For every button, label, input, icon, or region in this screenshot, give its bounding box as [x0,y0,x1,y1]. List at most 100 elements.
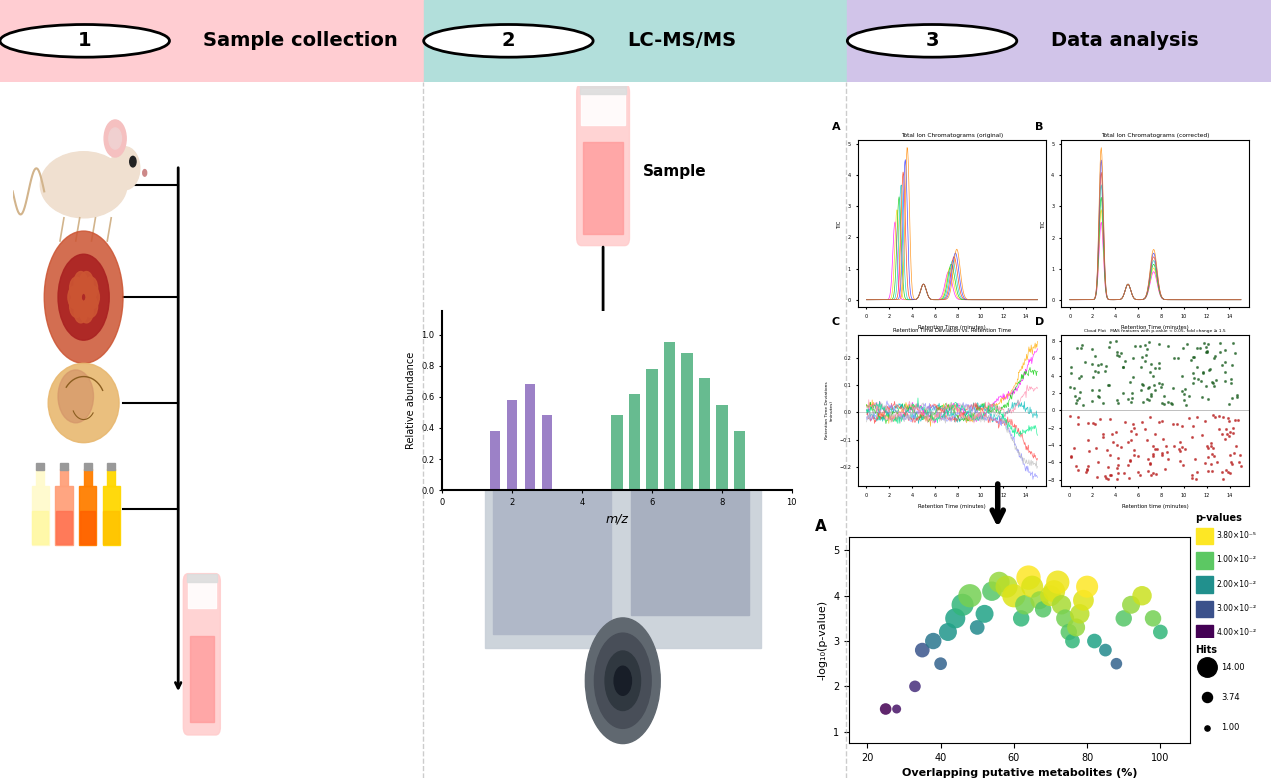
Point [1196,342,1216,354]
Point [1205,352,1225,365]
Point [1138,465,1158,478]
Point [1148,443,1168,455]
Point [1215,356,1235,369]
Text: D: D [1035,317,1045,328]
Point [1065,396,1085,408]
Point [1103,436,1124,448]
Bar [611,415,623,490]
Point [1197,440,1218,453]
Point [1115,416,1135,429]
Point [1121,425,1141,437]
Point [1113,612,1134,625]
Point [1204,380,1224,392]
Point [1183,372,1204,384]
Point [1075,356,1096,369]
Point [1138,382,1158,394]
Point [1204,409,1224,422]
Text: 3.74: 3.74 [1221,693,1239,702]
Point [1145,362,1166,374]
Bar [629,394,641,490]
Point [1190,342,1210,354]
Point [1082,395,1102,408]
Point [1140,457,1160,470]
Circle shape [0,25,169,58]
Bar [647,369,657,490]
Point [1068,418,1088,430]
FancyBboxPatch shape [577,84,629,246]
Point [1182,431,1202,443]
Point [1186,453,1206,465]
Bar [80,511,95,544]
Circle shape [70,277,83,300]
Point [1130,469,1150,482]
Y-axis label: Relative abundance: Relative abundance [405,352,416,450]
Point [1122,387,1143,400]
Point [1078,460,1098,472]
Point [1202,465,1223,478]
Bar [37,469,44,485]
Point [1178,391,1199,403]
Point [1140,387,1160,400]
Point [1227,389,1247,401]
Point [1225,414,1246,426]
Point [1070,386,1091,398]
Point [1186,361,1206,373]
Point [1118,393,1139,405]
Point [1221,455,1242,468]
Point [1160,398,1181,410]
Point [1171,445,1191,457]
Bar [733,431,745,490]
Point [1124,444,1144,457]
Point [1113,387,1134,399]
Point [1220,468,1240,480]
Y-axis label: -log₁₀(p-value): -log₁₀(p-value) [817,600,827,680]
Point [1136,349,1157,361]
Point [1136,433,1157,446]
Point [1223,457,1243,470]
Point [1163,382,1183,394]
Point [1191,375,1211,387]
Point [1223,392,1243,405]
Circle shape [848,25,1017,58]
Bar [581,84,625,93]
Point [1229,455,1249,468]
Point [1066,461,1087,473]
Point [1111,347,1131,359]
Point [1197,464,1218,477]
Bar [188,575,216,608]
Point [1138,393,1158,405]
Point [1079,445,1099,457]
Point [1157,446,1177,458]
Point [952,598,972,611]
Point [1176,383,1196,395]
Point [1187,342,1207,354]
Point [1082,343,1102,356]
Point [1172,384,1192,397]
Point [1132,415,1153,428]
Point [1197,393,1218,405]
Text: C: C [831,317,840,328]
Point [1181,353,1201,366]
Point [1091,358,1111,370]
Point [1171,454,1191,467]
Point [1088,456,1108,468]
Point [1077,465,1097,478]
Point [1215,375,1235,387]
Bar [699,378,710,490]
Point [1043,585,1064,598]
Point [1063,635,1083,647]
Point [1141,389,1162,401]
Point [1215,366,1235,378]
Bar [60,462,67,471]
X-axis label: Retention Time (minutes): Retention Time (minutes) [1121,324,1190,330]
Bar [103,485,119,545]
Point [1130,384,1150,397]
Bar [107,469,116,485]
Point [1083,417,1103,429]
Point [1186,472,1206,485]
Point [1106,657,1126,670]
Point [1192,429,1213,441]
Point [1139,381,1159,394]
Point [1183,367,1204,380]
Point [1061,450,1082,462]
